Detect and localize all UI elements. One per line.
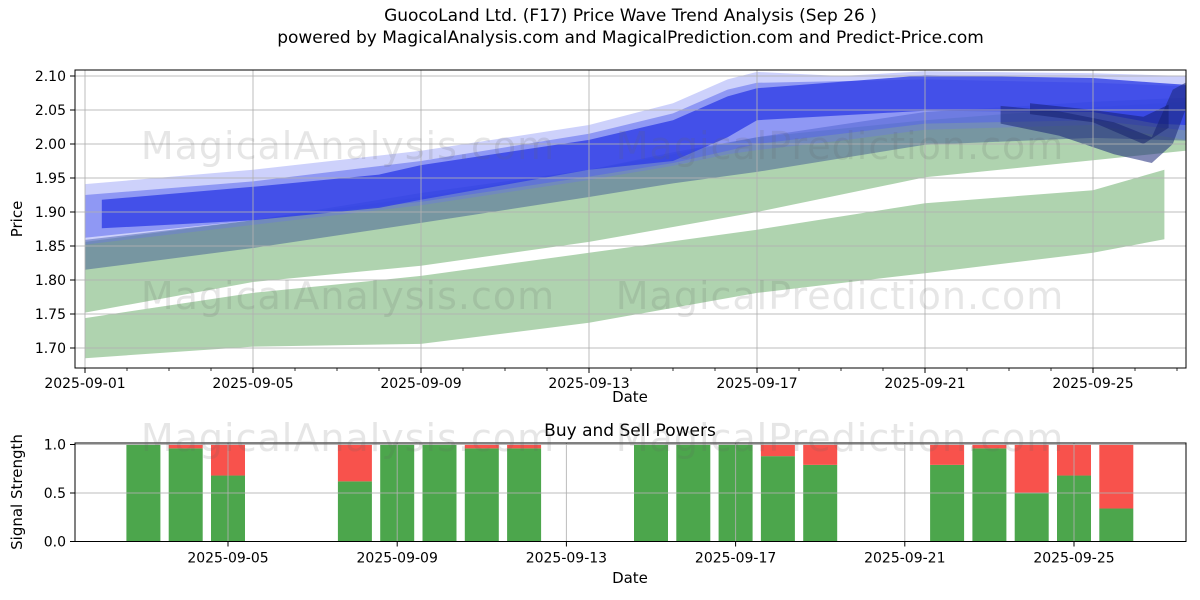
buy-bar-segment [464,448,499,542]
x-tick-label: 2025-09-25 [1033,551,1114,567]
sell-bar-segment [760,444,795,457]
y-tick-label: 2.10 [35,69,66,85]
buy-bar-segment [1014,493,1049,542]
y-tick-label: 1.80 [35,273,66,289]
x-tick-label: 2025-09-01 [44,376,125,392]
navy-wedge-dark-band [1030,103,1169,144]
x-tick-label: 2025-09-09 [380,376,461,392]
sell-bar-segment [168,444,203,449]
x-tick-label: 2025-09-05 [187,551,268,567]
figure-title: GuocoLand Ltd. (F17) Price Wave Trend An… [384,6,877,26]
y-tick-label: 1.85 [35,239,66,255]
buy-bar-segment [972,448,1007,542]
y-tick-label: 1.90 [35,205,66,221]
buy-bar-segment [168,448,203,542]
upper-green-band [85,101,1186,313]
y-tick-label: 0.5 [44,486,66,502]
x-tick-label: 2025-09-09 [357,551,438,567]
x-tick-label: 2025-09-21 [884,376,965,392]
buy-bar-segment [803,464,838,542]
y-tick-label: 0.0 [44,535,66,551]
y-tick-label: 1.0 [44,438,66,454]
sell-bar-segment [464,444,499,449]
price-plot-border [74,69,1187,369]
slate-blue-band [85,97,1186,270]
buy-bar-segment [337,481,372,542]
y-tick-label: 1.70 [35,341,66,357]
price-xaxis-label: Date [612,388,648,406]
x-tick-label: 2025-09-17 [716,376,797,392]
sell-bar-segment [1099,444,1134,509]
y-tick-label: 2.05 [35,103,66,119]
sell-bar-segment [803,444,838,465]
y-tick-label: 1.95 [35,171,66,187]
x-tick-label: 2025-09-13 [548,376,629,392]
x-tick-label: 2025-09-13 [526,551,607,567]
sell-bar-segment [507,444,542,449]
sell-bar-segment [930,444,965,465]
buy-bar-segment [1099,508,1134,542]
sell-bar-segment [337,444,372,482]
signal-xaxis-label: Date [612,569,648,587]
x-tick-label: 2025-09-17 [695,551,776,567]
lower-green-band [85,169,1165,359]
x-tick-label: 2025-09-05 [212,376,293,392]
buy-bar-segment [930,464,965,542]
signal-chart-title: Buy and Sell Powers [544,421,716,441]
sell-bar-segment [972,444,1007,449]
buy-bar-segment [760,456,795,542]
figure-subtitle: powered by MagicalAnalysis.com and Magic… [277,28,984,48]
y-tick-label: 2.00 [35,137,66,153]
signal-plot-border [74,442,1187,542]
x-tick-label: 2025-09-21 [864,551,945,567]
signal-yaxis-label: Signal Strength [8,434,26,550]
core-blue-band [101,75,1186,229]
y-tick-label: 1.75 [35,307,66,323]
x-tick-label: 2025-09-25 [1052,376,1133,392]
buy-bar-segment [507,448,542,542]
sell-bar-segment [1014,444,1049,493]
price-yaxis-label: Price [8,201,26,238]
